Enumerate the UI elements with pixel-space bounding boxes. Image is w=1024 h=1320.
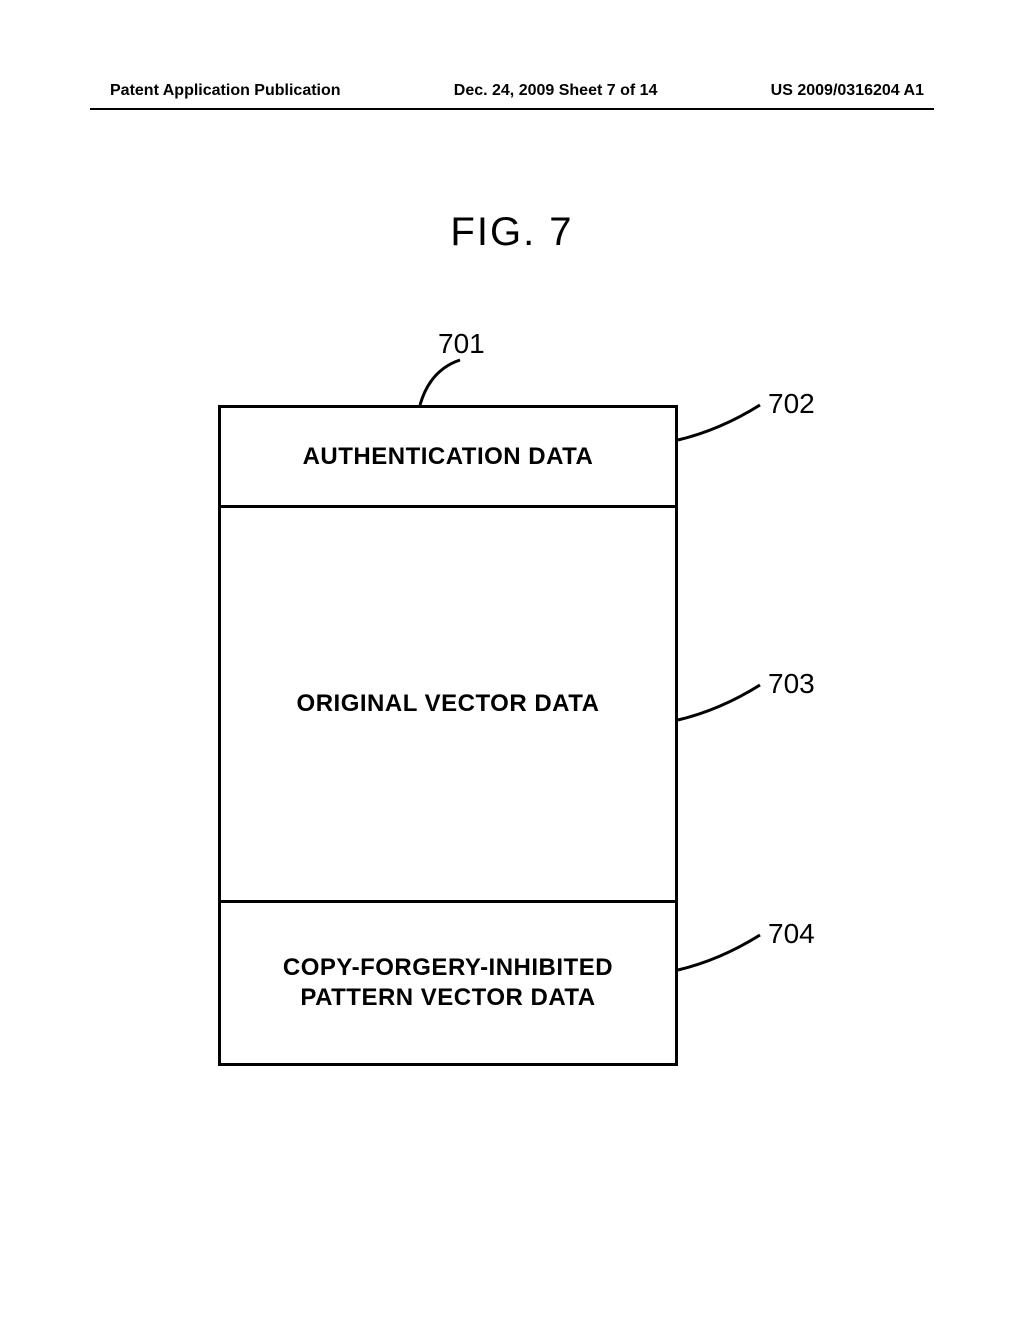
page: Patent Application Publication Dec. 24, … bbox=[0, 0, 1024, 1320]
data-structure-diagram: AUTHENTICATION DATA ORIGINAL VECTOR DATA… bbox=[218, 405, 678, 1066]
label-702: 702 bbox=[768, 388, 815, 420]
section-copy-forgery: COPY-FORGERY-INHIBITED PATTERN VECTOR DA… bbox=[221, 903, 675, 1063]
label-704: 704 bbox=[768, 918, 815, 950]
label-703: 703 bbox=[768, 668, 815, 700]
section-original-vector-label: ORIGINAL VECTOR DATA bbox=[297, 689, 600, 719]
page-header: Patent Application Publication Dec. 24, … bbox=[0, 82, 1024, 100]
section-copy-forgery-label: COPY-FORGERY-INHIBITED PATTERN VECTOR DA… bbox=[283, 953, 613, 1013]
section-original-vector: ORIGINAL VECTOR DATA bbox=[221, 508, 675, 903]
section-authentication-label: AUTHENTICATION DATA bbox=[303, 442, 594, 472]
header-right: US 2009/0316204 A1 bbox=[771, 82, 924, 100]
label-701: 701 bbox=[438, 328, 485, 360]
header-center: Dec. 24, 2009 Sheet 7 of 14 bbox=[454, 82, 658, 100]
section-authentication: AUTHENTICATION DATA bbox=[221, 408, 675, 508]
header-left: Patent Application Publication bbox=[110, 82, 341, 100]
header-rule bbox=[90, 108, 934, 110]
figure-title: FIG. 7 bbox=[0, 210, 1024, 255]
